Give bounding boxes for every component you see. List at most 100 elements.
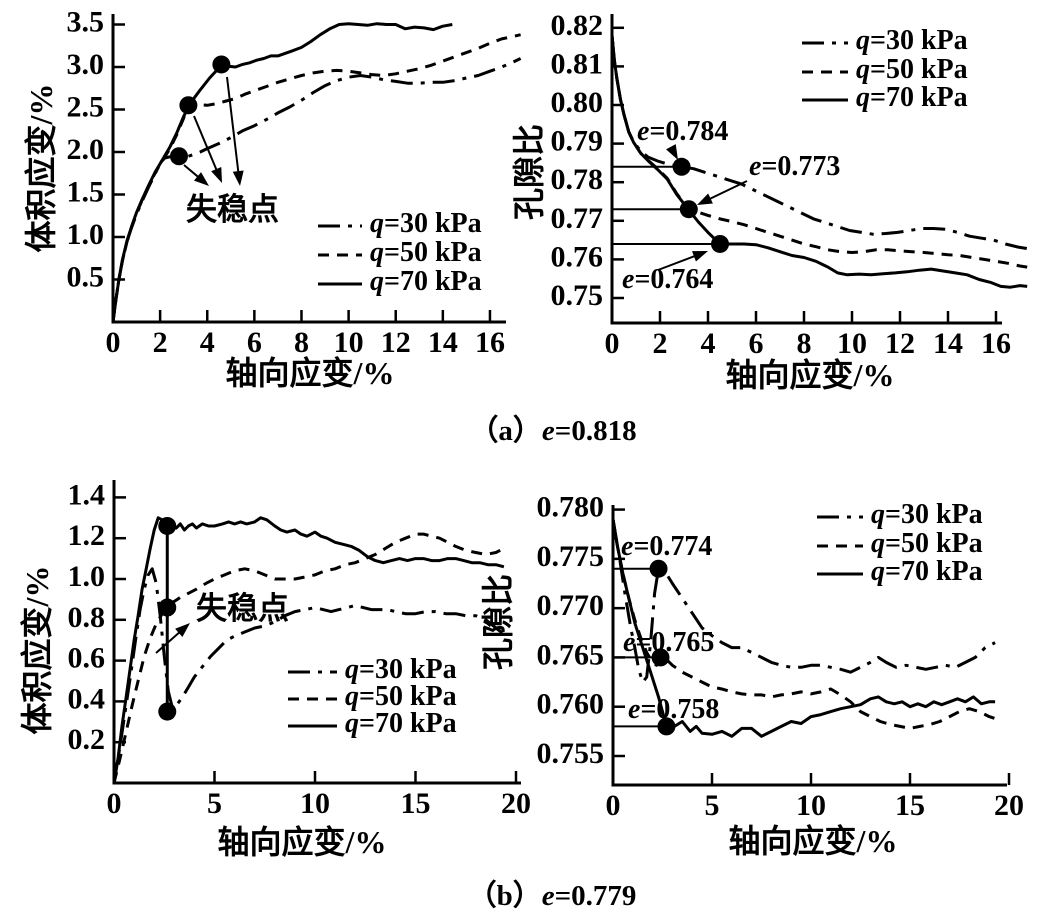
a-voidratio-legend-label-1-part: =50 kPa [870, 54, 968, 85]
a-volstrain-xtick-label-part: 4 [200, 326, 215, 359]
a-voidratio-annotation-arrow-1-head [697, 193, 713, 205]
a-volstrain-legend-label-2-part: =70 kPa [384, 266, 482, 297]
b-voidratio-legend-label-2-part: q [871, 556, 885, 587]
b-volstrain-ytick-label-part: 0.8 [68, 601, 106, 634]
a-voidratio-ylabel-part: 孔隙比 [511, 124, 547, 220]
a-voidratio-annotation-arrow-2-head [692, 251, 708, 262]
b-volstrain-xtick-label-part: 20 [501, 787, 531, 820]
b-volstrain-instability-marker-0 [158, 516, 177, 535]
b-voidratio-annotation-1: e=0.765 [623, 627, 714, 658]
b-volstrain-series-q30 [112, 567, 505, 784]
b-voidratio-annotation-0-part: =0.774 [633, 531, 712, 562]
a-volstrain-xtick-label: 12 [381, 326, 411, 359]
b-volstrain-ytick-label-part: 0.4 [68, 682, 106, 715]
a-voidratio-xtick-label: 4 [701, 327, 716, 360]
a-voidratio-legend-label-1-part: q [856, 54, 870, 85]
a-voidratio-ytick-label-part: 0.76 [551, 240, 604, 273]
b-volstrain-ytick-label-part: 1.2 [68, 519, 106, 552]
b-voidratio-ylabel-part: 孔隙比 [480, 574, 516, 670]
b-voidratio-annotation-2-part: e [628, 694, 640, 725]
b-volstrain-ytick-label-part: 1.0 [68, 560, 106, 593]
a-voidratio-xtick-label: 10 [837, 327, 867, 360]
a-volstrain-xtick-label: 4 [200, 326, 215, 359]
b-voidratio-instability-marker-1 [651, 648, 670, 667]
b-volstrain-xlabel-part: 轴向应变/% [218, 824, 387, 860]
b-volstrain-xtick-label: 0 [107, 787, 122, 820]
a-voidratio-ytick-label: 0.80 [551, 86, 604, 119]
b-voidratio-annotation-0-part: e [621, 531, 633, 562]
a-volstrain-xtick-label: 8 [294, 326, 309, 359]
a-volstrain-ytick-label-part: 2.0 [67, 133, 105, 166]
a-volstrain-xtick-label-part: 14 [428, 326, 458, 359]
b-voidratio-ylabel: 孔隙比 [480, 574, 516, 670]
a-voidratio-xtick-label: 14 [933, 327, 963, 360]
a-voidratio-ytick-label-part: 0.81 [551, 47, 604, 80]
b-volstrain-ytick-label: 0.4 [68, 682, 106, 715]
caption-b-variable: e [541, 880, 555, 912]
a-voidratio-legend-label-2-part: q [856, 82, 870, 113]
a-volstrain-ylabel: 体积应变/% [23, 84, 59, 253]
b-voidratio-series-q30 [611, 519, 996, 684]
b-volstrain-xtick-label-part: 15 [401, 787, 431, 820]
b-voidratio-xtick-label: 0 [606, 789, 621, 822]
a-volstrain-instability-marker-2 [212, 55, 231, 74]
a-voidratio-ytick-label: 0.78 [551, 163, 604, 196]
a-voidratio-ytick-label-part: 0.80 [551, 86, 604, 119]
a-voidratio-annotation-1: e=0.773 [749, 151, 840, 182]
a-volstrain-xtick-label: 6 [247, 326, 262, 359]
a-voidratio-xtick-label: 2 [653, 327, 668, 360]
a-voidratio-xtick-label-part: 10 [837, 327, 867, 360]
a-voidratio-xlabel: 轴向应变/% [726, 357, 895, 393]
a-volstrain-xtick-label: 16 [475, 326, 505, 359]
b-voidratio-instability-marker-0 [649, 559, 668, 578]
b-volstrain-ytick-label: 1.4 [68, 478, 106, 511]
a-voidratio-xtick-label-part: 16 [981, 327, 1011, 360]
a-voidratio-instability-marker-2 [711, 234, 729, 253]
b-volstrain-ytick-label: 0.8 [68, 601, 106, 634]
b-volstrain-ytick-label: 1.0 [68, 560, 106, 593]
a-volstrain-legend-label-1: q=50 kPa [370, 237, 482, 268]
a-voidratio-xlabel-part: 轴向应变/% [726, 357, 895, 393]
caption-a: （a）e=0.818 [469, 407, 636, 449]
b-voidratio-legend-label-0-part: q [871, 499, 885, 530]
a-voidratio-annotation-arrow-1-shaft [706, 180, 748, 202]
b-volstrain-ytick-label: 1.2 [68, 519, 106, 552]
a-volstrain-xtick-label-part: 10 [334, 326, 364, 359]
a-volstrain-legend-label-0: q=30 kPa [370, 208, 482, 239]
a-volstrain-ytick-label-part: 1.0 [67, 218, 105, 251]
a-voidratio-instability-marker-1 [679, 200, 698, 219]
b-volstrain-legend-label-0-part: q [345, 654, 359, 685]
a-volstrain-ytick-label-part: 1.5 [67, 175, 105, 208]
caption-b-prefix: （b） [467, 880, 542, 912]
b-voidratio-xtick-label-part: 0 [606, 789, 621, 822]
a-voidratio-legend-label-2: q=70 kPa [856, 82, 968, 113]
a-voidratio-ytick-label-part: 0.77 [551, 202, 604, 235]
a-voidratio-annotation-arrow-0-head [666, 144, 678, 160]
a-volstrain-legend-label-0-part: =30 kPa [384, 208, 482, 239]
a-volstrain-xtick-label-part: 2 [153, 326, 168, 359]
a-voidratio-ylabel: 孔隙比 [511, 124, 547, 220]
a-voidratio-ytick-label: 0.82 [551, 9, 604, 42]
a-volstrain-legend-label-1-part: =50 kPa [384, 237, 482, 268]
a-volstrain-ytick-label: 2.5 [67, 90, 105, 123]
a-voidratio-xtick-label: 8 [797, 327, 812, 360]
caption-b-value: =0.779 [554, 880, 637, 912]
b-volstrain-callout-label-part: 失稳点 [196, 591, 289, 626]
b-voidratio-legend-label-1-part: =50 kPa [885, 528, 983, 559]
a-volstrain-ylabel-part: 体积应变/% [23, 84, 59, 253]
b-voidratio-ytick-label: 0.775 [537, 540, 605, 573]
a-volstrain-xtick-label: 0 [106, 326, 121, 359]
a-voidratio-ytick-label-part: 0.75 [551, 279, 604, 312]
a-voidratio-annotation-1-part: =0.773 [761, 151, 840, 182]
caption-b: （b）e=0.779 [468, 872, 637, 914]
caption-a-variable: e [541, 415, 555, 447]
b-volstrain-ytick-label: 0.6 [68, 641, 106, 674]
b-voidratio-ytick-label-part: 0.780 [537, 490, 605, 523]
a-voidratio-legend-label-2-part: =70 kPa [870, 82, 968, 113]
b-volstrain-ytick-label-part: 0.2 [68, 723, 106, 756]
a-voidratio-annotation-0-part: e [637, 116, 649, 147]
b-voidratio-xtick-label-part: 5 [705, 789, 720, 822]
b-volstrain-legend-label-2-part: =70 kPa [359, 708, 457, 739]
